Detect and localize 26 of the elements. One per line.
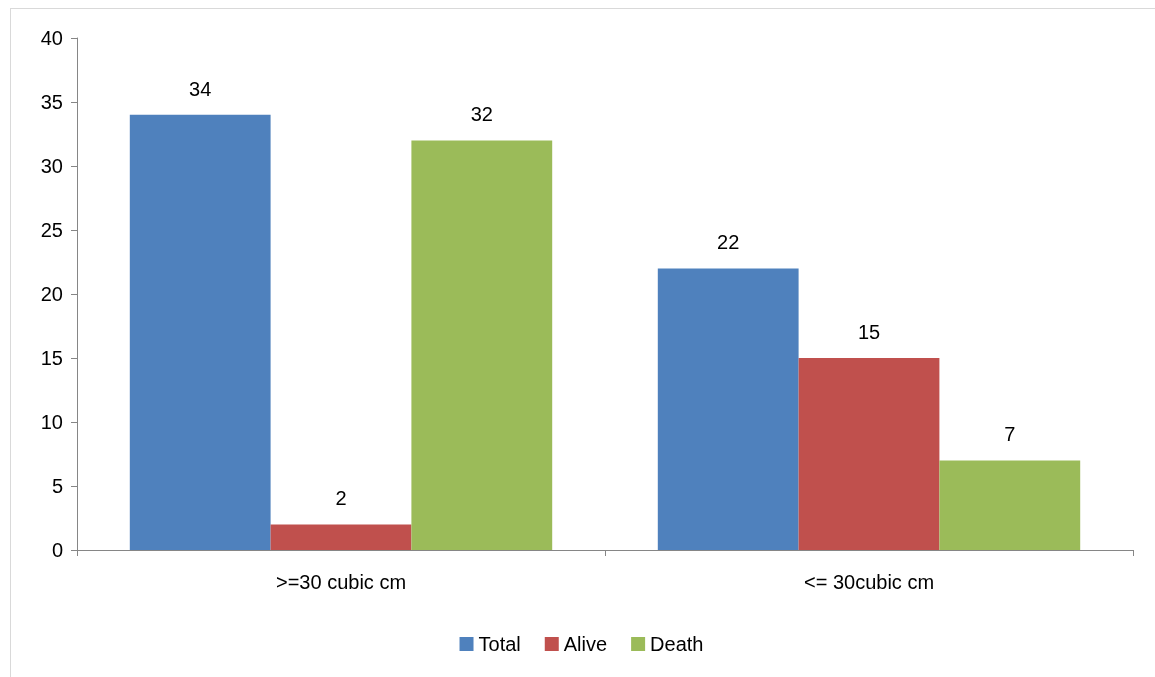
y-tick-label: 40 [40, 27, 63, 49]
y-tick-label: 0 [51, 539, 63, 561]
data-label: 2 [335, 487, 347, 510]
y-tick-label: 5 [51, 475, 63, 497]
data-label: 22 [717, 231, 740, 254]
x-tick-label: >=30 cubic cm [275, 571, 407, 593]
data-label: 32 [470, 103, 493, 126]
bar [798, 358, 940, 550]
bar [129, 114, 271, 550]
data-label: 34 [189, 77, 212, 100]
y-tick-label: 30 [40, 155, 63, 177]
data-label: 7 [1004, 423, 1016, 446]
bar [411, 140, 553, 550]
y-tick-label: 15 [40, 347, 63, 369]
bar [939, 460, 1081, 550]
y-tick-label: 10 [40, 411, 63, 433]
y-tick-label: 35 [40, 91, 63, 113]
y-tick-label: 25 [40, 219, 63, 241]
legend-label: Alive [563, 633, 608, 655]
data-label: 15 [857, 321, 881, 343]
y-tick-label: 20 [40, 283, 63, 305]
x-tick-label: <= 30cubic cm [803, 571, 935, 593]
bar [270, 524, 412, 550]
legend-label: Total [478, 633, 521, 655]
legend-label: Death [650, 633, 704, 655]
bar [657, 268, 799, 550]
